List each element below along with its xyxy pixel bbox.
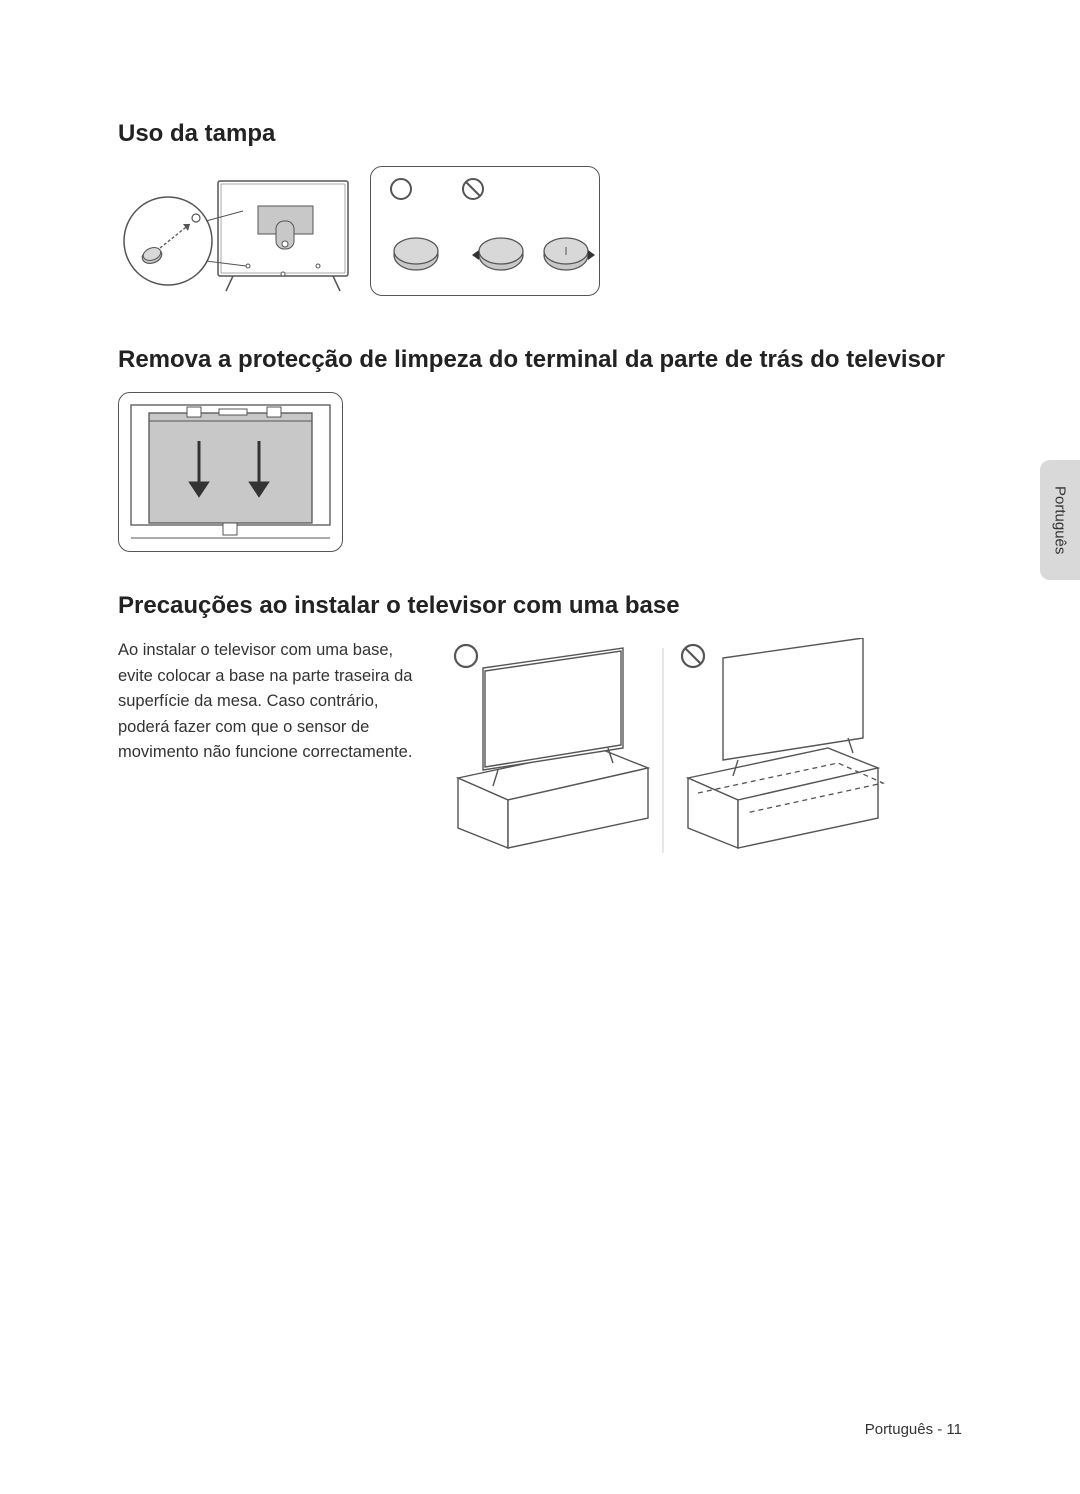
cover-diagram-tv-back (118, 166, 358, 306)
heading-precautions: Precauções ao instalar o televisor com u… (118, 592, 962, 620)
precautions-row: Ao instalar o televisor com uma base, ev… (118, 638, 962, 868)
section-remove-protection: Remova a protecção de limpeza do termina… (118, 346, 962, 552)
page-content: Uso da tampa (0, 0, 1080, 968)
precautions-diagram (438, 638, 898, 868)
page-footer: Português - 11 (865, 1421, 962, 1438)
protection-diagram (118, 392, 343, 552)
section-precautions: Precauções ao instalar o televisor com u… (118, 592, 962, 868)
precautions-body: Ao instalar o televisor com uma base, ev… (118, 638, 418, 766)
heading-cover-usage: Uso da tampa (118, 120, 962, 148)
cover-diagram-row (118, 166, 962, 306)
section-cover-usage: Uso da tampa (118, 120, 962, 306)
cover-diagram-correct-incorrect (370, 166, 600, 296)
heading-remove-protection: Remova a protecção de limpeza do termina… (118, 346, 962, 374)
